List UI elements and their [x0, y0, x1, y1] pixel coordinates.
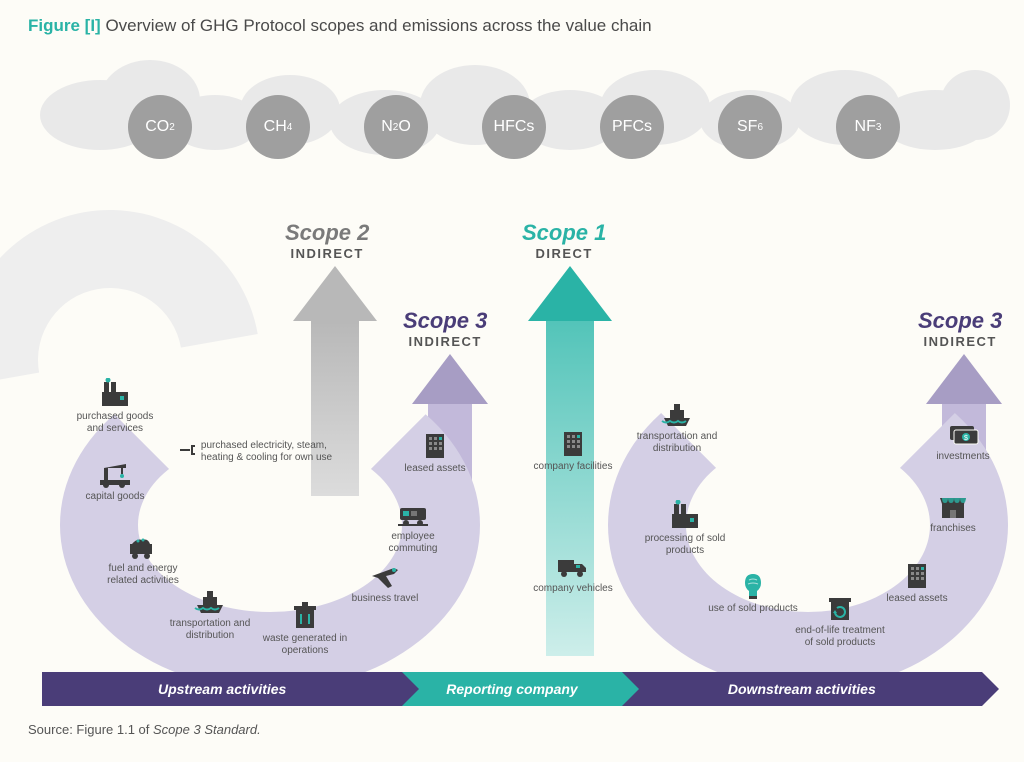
source-citation: Source: Figure 1.1 of Scope 3 Standard. — [28, 722, 261, 737]
flow-reporting-label: Reporting company — [446, 681, 577, 697]
gas-pfcs: PFCs — [600, 95, 664, 159]
upstream-item-4: waste generated in operations — [260, 600, 350, 656]
upstream-item-4-label: waste generated in operations — [260, 633, 350, 656]
downstream-item-3-label: end-of-life treatment of sold products — [795, 625, 885, 648]
downstream-item-6-label: investments — [918, 451, 1008, 463]
upstream-item-0: purchased goods and services — [70, 378, 160, 434]
scope3-left-name: Scope 3 — [403, 308, 487, 334]
upstream-item-2: fuel and energy related activities — [98, 530, 188, 586]
flow-upstream: Upstream activities — [42, 672, 402, 706]
plug-icon — [178, 440, 195, 460]
cloud-shape — [940, 70, 1010, 140]
scope1-item-1: company vehicles — [528, 550, 618, 595]
scope2-label: Scope 2 INDIRECT — [285, 220, 369, 261]
figure-title: Figure [I] Overview of GHG Protocol scop… — [28, 16, 652, 36]
source-prefix: Source: Figure 1.1 of — [28, 722, 153, 737]
upstream-item-5-label: business travel — [340, 593, 430, 605]
scope1-name: Scope 1 — [522, 220, 606, 246]
gases-row: CO2 CH4 N2O HFCs PFCs SF6 NF3 — [0, 60, 1024, 200]
upstream-item-0-label: purchased goods and services — [70, 411, 160, 434]
downstream-item-1-label: processing of sold products — [640, 533, 730, 556]
downstream-item-0: transportation and distribution — [632, 398, 722, 454]
gas-nf3: NF3 — [836, 95, 900, 159]
scope3-right-label: Scope 3 INDIRECT — [918, 308, 1002, 349]
scope2-note: purchased electricity, steam, heating & … — [178, 440, 358, 463]
scope1-item-1-label: company vehicles — [528, 583, 618, 595]
gas-ch4: CH4 — [246, 95, 310, 159]
scope2-note-text: purchased electricity, steam, heating & … — [201, 440, 358, 463]
scope3-right-type: INDIRECT — [918, 334, 1002, 349]
downstream-item-6: $ investments — [918, 418, 1008, 463]
scope2-type: INDIRECT — [285, 246, 369, 261]
upstream-item-7-label: leased assets — [390, 463, 480, 475]
scope1-item-0: company facilities — [528, 428, 618, 473]
svg-text:$: $ — [964, 435, 968, 442]
downstream-item-1: processing of sold products — [640, 500, 730, 556]
upstream-item-7: leased assets — [390, 430, 480, 475]
value-chain-bar: Upstream activities Reporting company Do… — [42, 672, 982, 706]
figure-number: Figure [I] — [28, 16, 101, 35]
scope1-item-0-label: company facilities — [528, 461, 618, 473]
upstream-item-1: capital goods — [70, 458, 160, 503]
downstream-item-4: leased assets — [872, 560, 962, 605]
upstream-item-1-label: capital goods — [70, 491, 160, 503]
upstream-item-2-label: fuel and energy related activities — [98, 563, 188, 586]
upstream-item-5: business travel — [340, 560, 430, 605]
gas-hfcs: HFCs — [482, 95, 546, 159]
source-doc: Scope 3 Standard. — [153, 722, 261, 737]
scope1-type: DIRECT — [522, 246, 606, 261]
downstream-item-2-label: use of sold products — [708, 603, 798, 615]
upstream-item-6-label: employee commuting — [368, 531, 458, 554]
scope2-name: Scope 2 — [285, 220, 369, 246]
figure-title-text: Overview of GHG Protocol scopes and emis… — [105, 16, 651, 35]
flow-downstream: Downstream activities — [622, 672, 982, 706]
gas-n2o: N2O — [364, 95, 428, 159]
downstream-item-5-label: franchises — [908, 523, 998, 535]
downstream-item-0-label: transportation and distribution — [632, 431, 722, 454]
scope1-label: Scope 1 DIRECT — [522, 220, 606, 261]
scope3-right-name: Scope 3 — [918, 308, 1002, 334]
gas-co2: CO2 — [128, 95, 192, 159]
gas-sf6: SF6 — [718, 95, 782, 159]
downstream-item-4-label: leased assets — [872, 593, 962, 605]
upstream-item-3-label: transportation and distribution — [165, 618, 255, 641]
downstream-item-2: use of sold products — [708, 570, 798, 615]
downstream-item-5: franchises — [908, 490, 998, 535]
upstream-item-6: employee commuting — [368, 498, 458, 554]
scope3-left-label: Scope 3 INDIRECT — [403, 308, 487, 349]
flow-downstream-label: Downstream activities — [728, 681, 876, 697]
flow-reporting: Reporting company — [402, 672, 621, 706]
upstream-item-3: transportation and distribution — [165, 585, 255, 641]
flow-upstream-label: Upstream activities — [158, 681, 286, 697]
scope3-left-type: INDIRECT — [403, 334, 487, 349]
